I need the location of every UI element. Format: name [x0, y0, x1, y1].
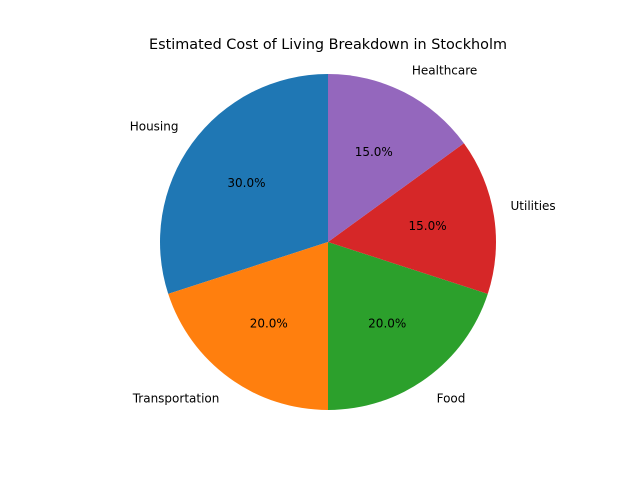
- pie-slice-healthcare: [328, 74, 464, 242]
- pie-labels: Housing 30.0% Transportation 20.0% Food 20.0%…: [130, 63, 556, 405]
- pie-slice-food: [328, 242, 488, 410]
- slice-percent-food: 20.0%: [368, 317, 406, 331]
- slice-percent-housing: 30.0%: [227, 176, 265, 190]
- pie-slices: [160, 74, 497, 410]
- slice-label-food: Food: [437, 392, 466, 406]
- pie-slice-utilities: [328, 143, 497, 294]
- slice-percent-utilities: 15.0%: [408, 219, 446, 233]
- slice-label-transportation: Transportation: [132, 392, 220, 406]
- pie-slice-transportation: [168, 242, 328, 410]
- slice-percent-transportation: 20.0%: [250, 317, 288, 331]
- pie-slice-housing: [160, 74, 328, 294]
- slice-percent-healthcare: 15.0%: [355, 145, 393, 159]
- slice-label-healthcare: Healthcare: [412, 63, 477, 77]
- slice-label-housing: Housing: [130, 119, 179, 133]
- slice-label-utilities: Utilities: [511, 199, 556, 213]
- chart-title: Estimated Cost of Living Breakdown in St…: [149, 37, 507, 53]
